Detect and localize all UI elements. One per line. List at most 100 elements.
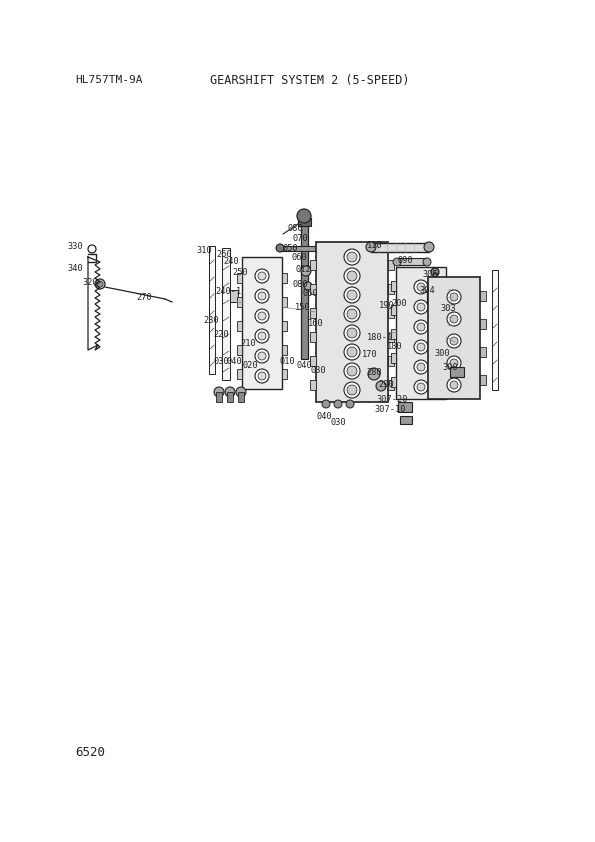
Text: 330: 330 [67,242,83,251]
Bar [391,377,396,387]
Circle shape [322,400,330,408]
Text: HL757TM-9A: HL757TM-9A [75,75,142,85]
Circle shape [97,281,103,287]
Text: 307-20: 307-20 [376,395,408,403]
Circle shape [368,368,380,380]
Bar [237,273,242,283]
Circle shape [414,360,428,374]
Circle shape [255,349,269,363]
Bar [227,392,233,402]
Circle shape [447,356,461,370]
Bar [310,284,316,294]
Circle shape [304,282,312,290]
Circle shape [450,359,458,367]
Text: 300: 300 [442,363,458,371]
Text: 270: 270 [136,292,152,301]
Circle shape [344,306,360,322]
Bar [238,392,244,402]
Bar [282,273,287,283]
Circle shape [347,271,357,281]
Circle shape [258,272,266,280]
Bar [388,260,394,270]
Text: 050: 050 [302,289,318,297]
Bar [480,375,486,385]
Circle shape [258,372,266,380]
Circle shape [414,300,428,314]
Bar [448,279,453,327]
Text: 010: 010 [279,356,295,365]
Bar [396,267,446,399]
Text: 304: 304 [419,285,435,295]
Bar [388,284,394,294]
Bar [492,270,498,390]
Text: 180-1: 180-1 [367,333,393,342]
Circle shape [347,290,357,300]
Bar [316,242,388,402]
Bar [446,281,451,291]
Circle shape [236,387,246,397]
Bar [388,356,394,366]
Text: 220: 220 [213,329,228,338]
Text: 280: 280 [366,367,382,376]
Bar [237,297,242,307]
Circle shape [431,268,439,276]
Circle shape [255,329,269,343]
Text: 240: 240 [223,257,239,265]
Bar [398,402,412,412]
Text: 090: 090 [397,255,413,264]
Circle shape [347,252,357,262]
Circle shape [450,315,458,323]
Text: 040: 040 [226,356,242,365]
Text: 230: 230 [203,316,219,324]
Circle shape [417,383,425,391]
Circle shape [344,363,360,379]
Bar [431,302,437,307]
Circle shape [258,292,266,300]
Circle shape [344,325,360,341]
Circle shape [417,363,425,371]
Bar [310,380,316,390]
Circle shape [347,309,357,319]
Text: 290: 290 [378,380,394,388]
Circle shape [258,352,266,360]
Bar [480,291,486,301]
Circle shape [347,328,357,338]
Text: 210: 210 [240,338,256,348]
Circle shape [447,378,461,392]
Text: 320: 320 [82,278,98,286]
Bar [282,297,287,307]
Text: 060: 060 [291,253,307,262]
Text: 200: 200 [391,299,407,307]
Circle shape [347,366,357,376]
Text: 260: 260 [216,249,231,258]
Bar [301,221,308,359]
Circle shape [423,258,431,266]
Circle shape [414,340,428,354]
Bar [230,290,238,302]
Text: 040: 040 [316,412,332,420]
Circle shape [447,334,461,348]
Circle shape [376,381,386,391]
Circle shape [344,268,360,284]
Bar [446,353,451,363]
Text: 012: 012 [295,264,311,274]
Bar [400,416,412,424]
Circle shape [447,290,461,304]
Text: 307-10: 307-10 [374,404,406,413]
Bar [446,377,451,387]
Circle shape [450,293,458,301]
Circle shape [366,242,376,252]
Circle shape [255,309,269,323]
Text: 080: 080 [292,280,308,289]
Bar [480,347,486,357]
Text: 050: 050 [282,243,298,253]
Circle shape [347,385,357,395]
Bar [388,332,394,342]
Bar [282,369,287,379]
Bar [280,246,316,251]
Circle shape [424,242,434,252]
Bar [310,356,316,366]
Bar [237,321,242,331]
Bar [310,332,316,342]
Text: 305: 305 [422,269,438,279]
